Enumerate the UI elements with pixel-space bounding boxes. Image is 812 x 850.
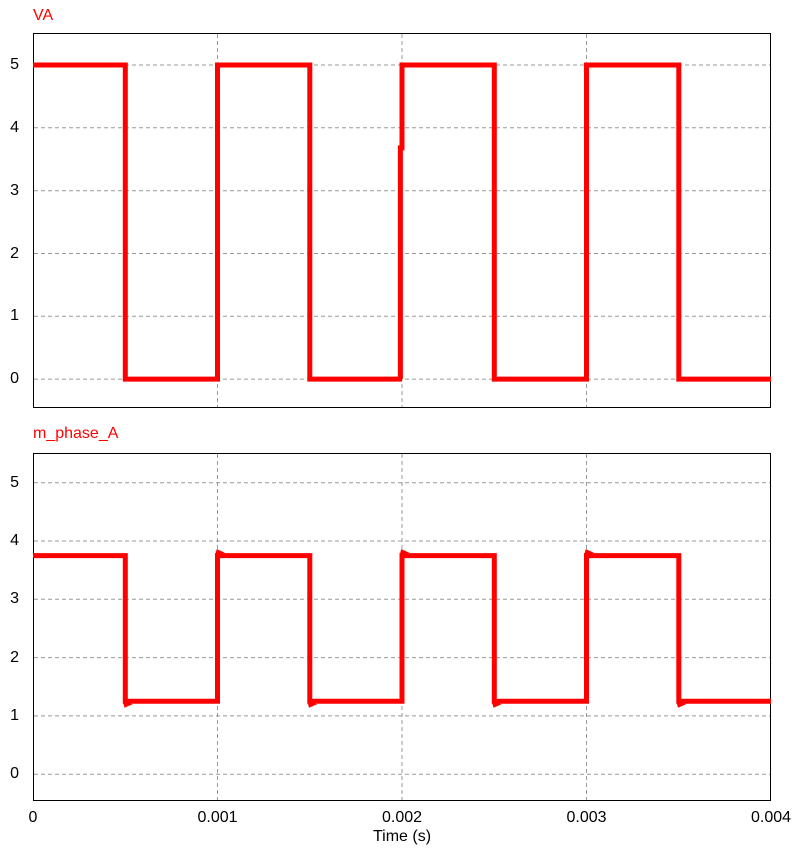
plot-title-va: VA: [33, 7, 54, 24]
x-axis-label: Time (s): [372, 828, 432, 845]
plot-title-m-phase-a: m_phase_A: [33, 425, 119, 442]
y-tick-label: 3: [10, 590, 19, 608]
y-tick-label: 1: [10, 706, 19, 724]
m-phase-a-chart: [33, 453, 771, 801]
y-tick-label: 3: [10, 181, 19, 199]
y-tick-label: 0: [10, 765, 19, 783]
x-tick-label: 0.002: [381, 809, 423, 826]
x-tick-label: 0.003: [566, 809, 607, 826]
y-tick-label: 5: [10, 473, 19, 491]
x-tick-label: 0.004: [750, 809, 792, 826]
y-tick-label: 0: [10, 370, 19, 388]
va-chart: [33, 33, 771, 408]
x-tick-label: 0.001: [197, 809, 238, 826]
x-tick-label: 0: [28, 809, 38, 826]
y-tick-label: 2: [10, 244, 19, 262]
y-tick-label: 5: [10, 56, 19, 73]
y-tick-label: 4: [10, 532, 19, 549]
y-tick-label: 4: [10, 118, 19, 136]
y-tick-label: 1: [10, 307, 19, 325]
y-tick-label: 2: [10, 648, 19, 666]
